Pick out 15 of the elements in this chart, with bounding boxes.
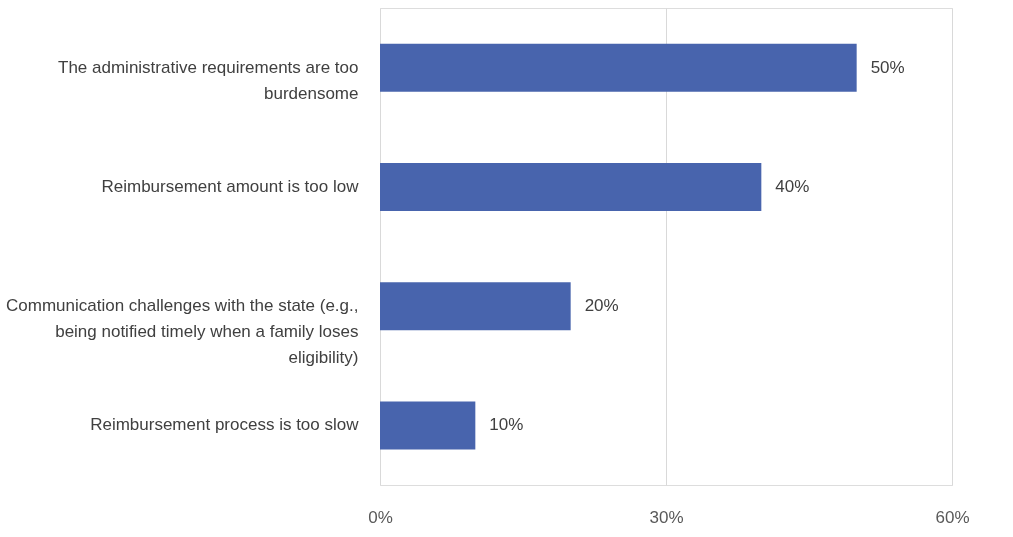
- y-tick-label: Communication challenges with the state (e.g., being notified timely when a family loses eligibility): [6, 296, 359, 368]
- data-label: 20%: [584, 296, 619, 316]
- bar: [380, 401, 476, 450]
- x-tick-label: 0%: [368, 507, 393, 527]
- x-tick-label: 30%: [649, 507, 684, 527]
- data-label: 40%: [775, 176, 810, 196]
- bar: [380, 282, 571, 331]
- data-label: 50%: [870, 57, 905, 77]
- bar: [380, 162, 762, 211]
- y-tick-label: Reimbursement process is too slow: [90, 415, 360, 435]
- x-tick-label: 60%: [935, 507, 970, 527]
- bar: [380, 43, 857, 92]
- y-tick-label: The administrative requirements are too burdensome: [58, 57, 359, 103]
- data-label: 10%: [489, 415, 524, 435]
- y-tick-label: Reimbursement amount is too low: [101, 176, 360, 196]
